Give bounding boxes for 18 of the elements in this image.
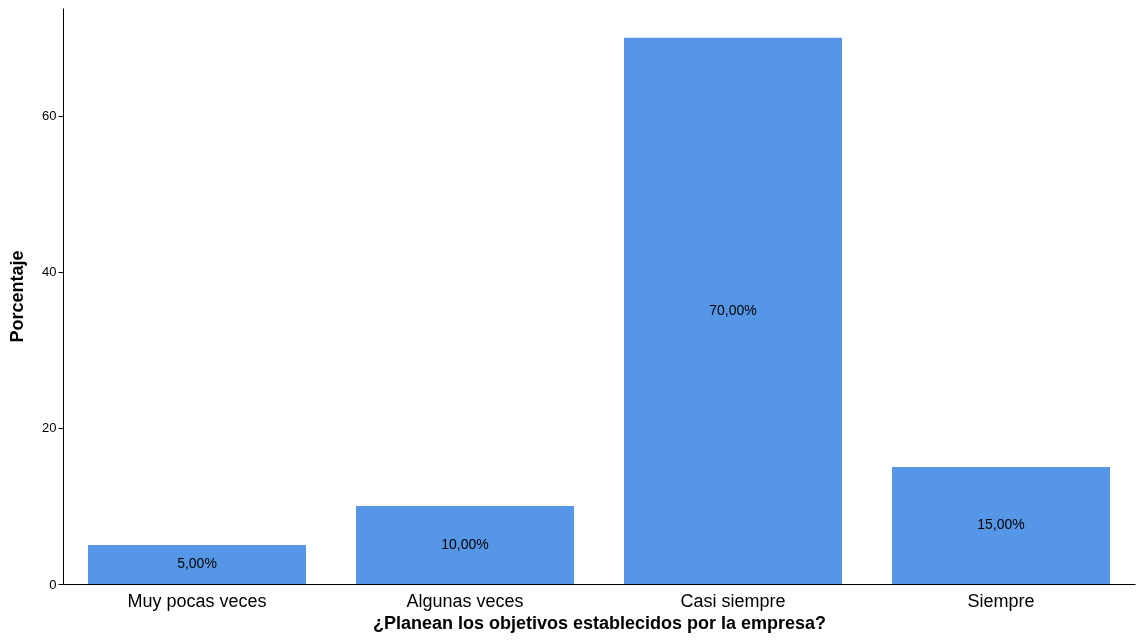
data-label: 10,00% bbox=[441, 535, 489, 552]
x-tick-label: Siempre bbox=[967, 590, 1035, 611]
bar bbox=[892, 466, 1110, 584]
x-tick-label: Muy pocas veces bbox=[127, 590, 267, 611]
y-tick-label: 40 bbox=[42, 264, 57, 280]
x-axis-title: ¿Planean los objetivos establecidos por la empresa? bbox=[372, 612, 827, 633]
bar bbox=[88, 544, 306, 584]
y-axis-title: Porcentaje bbox=[7, 250, 28, 343]
bar bbox=[624, 37, 842, 584]
data-label: 5,00% bbox=[177, 555, 217, 572]
data-label: 70,00% bbox=[709, 301, 757, 318]
y-tick-label: 60 bbox=[42, 108, 57, 124]
data-label: 15,00% bbox=[977, 516, 1025, 533]
x-tick-label: Algunas veces bbox=[406, 590, 524, 611]
y-tick-label: 0 bbox=[49, 576, 57, 592]
bar bbox=[356, 505, 574, 584]
y-tick-label: 20 bbox=[42, 420, 57, 436]
x-tick-label: Casi siempre bbox=[680, 590, 786, 611]
